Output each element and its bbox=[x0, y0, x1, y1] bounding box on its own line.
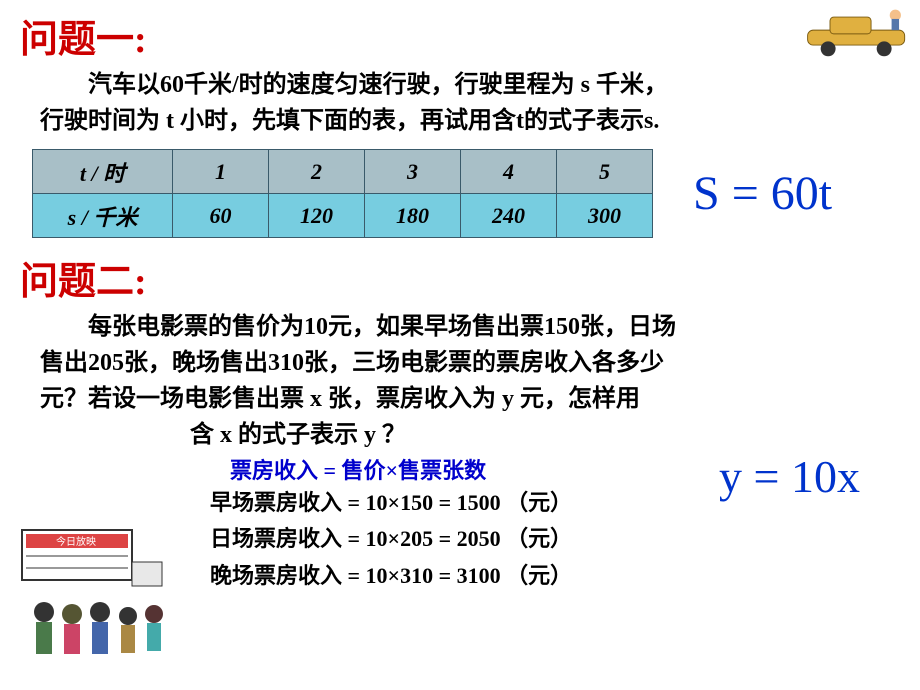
s-val-3: 180 bbox=[365, 194, 461, 238]
t-val-5: 5 bbox=[557, 150, 653, 194]
q1-formula: S = 60t bbox=[693, 166, 832, 221]
q2-line4: 含 x 的式子表示 y ？ bbox=[0, 417, 920, 453]
table-header-t: t / 时 bbox=[33, 150, 173, 194]
t-val-3: 3 bbox=[365, 150, 461, 194]
table-header-s: s / 千米 bbox=[33, 194, 173, 238]
t-val-1: 1 bbox=[173, 150, 269, 194]
q2-calc-2: 日场票房收入 = 10×205 = 2050 （元） bbox=[210, 521, 920, 557]
svg-text:今日放映: 今日放映 bbox=[56, 535, 96, 548]
q1-heading: 问题一: bbox=[0, 0, 920, 67]
s-val-2: 120 bbox=[269, 194, 365, 238]
q2-line1: 每张电影票的售价为10元，如果早场售出票150张，日场 bbox=[0, 309, 920, 345]
q1-line2: 行驶时间为 t 小时，先填下面的表，再试用含t的式子表示s. bbox=[0, 103, 920, 139]
q2-line3: 元？若设一场电影售出票 x 张，票房收入为 y 元，怎样用 bbox=[0, 381, 920, 417]
q2-line2: 售出205张，晚场售出310张，三场电影票的票房收入各多少 bbox=[0, 345, 920, 381]
q2-heading: 问题二: bbox=[0, 242, 920, 309]
s-val-1: 60 bbox=[173, 194, 269, 238]
q1-line1: 汽车以60千米/时的速度匀速行驶，行驶里程为 s 千米， bbox=[0, 67, 920, 103]
s-val-5: 300 bbox=[557, 194, 653, 238]
s-val-4: 240 bbox=[461, 194, 557, 238]
t-val-2: 2 bbox=[269, 150, 365, 194]
car-icon bbox=[802, 4, 914, 60]
q1-table-row: t / 时 1 2 3 4 5 s / 千米 60 120 180 240 30… bbox=[32, 149, 920, 238]
t-val-4: 4 bbox=[461, 150, 557, 194]
q2-formula: y = 10x bbox=[719, 450, 860, 503]
cinema-queue-icon: 今日放映 bbox=[14, 522, 194, 672]
q1-data-table: t / 时 1 2 3 4 5 s / 千米 60 120 180 240 30… bbox=[32, 149, 653, 238]
q2-calc-3: 晚场票房收入 = 10×310 = 3100 （元） bbox=[210, 558, 920, 594]
